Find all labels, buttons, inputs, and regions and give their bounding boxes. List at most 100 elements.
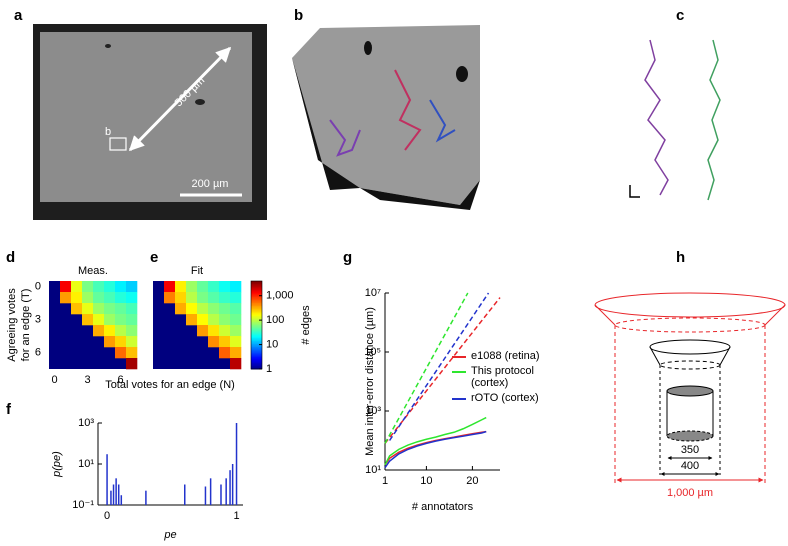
heatmap-cell bbox=[186, 314, 198, 326]
x-axis-label: # annotators bbox=[412, 501, 474, 513]
heatmap-cell bbox=[126, 358, 138, 370]
x-tick-label: 0 bbox=[51, 374, 57, 386]
heatmap-cell bbox=[230, 292, 242, 304]
heatmap-cell bbox=[104, 281, 116, 293]
colorbar-tick-label: 10 bbox=[266, 338, 278, 350]
x-tick-label: 6 bbox=[117, 374, 123, 386]
colorbar-step bbox=[251, 348, 262, 351]
heatmap-cell bbox=[175, 281, 187, 293]
heatmap-cell bbox=[93, 314, 105, 326]
colorbar-step bbox=[251, 332, 262, 335]
fit-line bbox=[388, 292, 490, 441]
colorbar-step bbox=[251, 282, 262, 285]
y-tick-label: 3 bbox=[35, 313, 41, 325]
heatmap-cell bbox=[175, 303, 187, 315]
y-tick-label: 10⁷ bbox=[365, 287, 381, 299]
heatmap-cell bbox=[93, 325, 105, 337]
x-tick-label: 0 bbox=[104, 510, 110, 522]
colorbar-step bbox=[251, 295, 262, 298]
legend-swatch bbox=[452, 371, 466, 373]
panel-label: g bbox=[343, 249, 352, 266]
y-tick-label: 10⁵ bbox=[364, 346, 381, 358]
colorbar-step bbox=[251, 319, 262, 322]
legend-item: This protocol (cortex) bbox=[452, 365, 552, 389]
y-tick-label: 10¹ bbox=[78, 458, 94, 470]
heatmap-cell bbox=[93, 281, 105, 293]
heatmap-cell bbox=[82, 281, 94, 293]
legend-label: e1088 (retina) bbox=[471, 350, 540, 362]
colorbar-step bbox=[251, 322, 262, 325]
dimension-label: 400 bbox=[681, 460, 699, 472]
legend-item: e1088 (retina) bbox=[452, 350, 552, 362]
heatmap-cell bbox=[60, 281, 72, 293]
heatmap-cell bbox=[93, 292, 105, 304]
y-axis-label: for an edge (T) bbox=[20, 289, 32, 362]
heatmap-cell bbox=[208, 314, 220, 326]
heatmap-cell bbox=[126, 314, 138, 326]
heatmap-cell bbox=[208, 292, 220, 304]
heatmap-cell bbox=[60, 292, 72, 304]
heatmap-cell bbox=[93, 303, 105, 315]
heatmap-cell bbox=[82, 292, 94, 304]
colorbar-step bbox=[251, 289, 262, 292]
heatmap-cell bbox=[115, 303, 127, 315]
colorbar-step bbox=[251, 307, 262, 310]
colorbar-tick-label: 100 bbox=[266, 314, 284, 326]
heatmap-cell bbox=[126, 336, 138, 348]
colorbar-step bbox=[251, 338, 262, 341]
x-tick-label: 1 bbox=[382, 475, 388, 487]
heatmap-cell bbox=[115, 314, 127, 326]
heatmap-cell bbox=[71, 292, 83, 304]
dimension-label: 1,000 µm bbox=[667, 487, 713, 499]
heatmap-cell bbox=[115, 281, 127, 293]
dimension-label: 350 bbox=[681, 444, 699, 456]
heatmap-cell bbox=[71, 303, 83, 315]
heatmap-cell bbox=[104, 292, 116, 304]
panel-label: f bbox=[6, 401, 12, 418]
colorbar-step bbox=[251, 320, 262, 323]
colorbar-frame bbox=[250, 280, 263, 370]
colorbar-step bbox=[251, 363, 262, 366]
heatmap-cell bbox=[197, 281, 209, 293]
inset-label: b bbox=[105, 126, 111, 138]
colorbar-step bbox=[251, 297, 262, 300]
heatmap-cell bbox=[186, 281, 198, 293]
heatmap-cell bbox=[115, 292, 127, 304]
colorbar-step bbox=[251, 342, 262, 345]
colorbar-step bbox=[251, 294, 262, 297]
y-axis-label: p(pe) bbox=[51, 451, 63, 478]
heatmap-cell bbox=[230, 281, 242, 293]
panel-label: e bbox=[150, 249, 158, 266]
heatmap-cell bbox=[230, 358, 242, 370]
legend-swatch bbox=[452, 398, 466, 400]
legend: e1088 (retina) This protocol (cortex) rOTO… bbox=[452, 350, 552, 407]
colorbar-step bbox=[251, 310, 262, 313]
x-axis-label: Total votes for an edge (N) bbox=[105, 379, 235, 391]
heatmap-cell bbox=[164, 281, 176, 293]
heatmap-cell bbox=[82, 314, 94, 326]
colorbar-step bbox=[251, 286, 262, 289]
colorbar-step bbox=[251, 304, 262, 307]
x-tick-label: 20 bbox=[466, 475, 478, 487]
colorbar-step bbox=[251, 305, 262, 308]
heatmap-cell bbox=[197, 325, 209, 337]
colorbar-step bbox=[251, 345, 262, 348]
heatmap-cell bbox=[126, 292, 138, 304]
colorbar-step bbox=[251, 333, 262, 336]
colorbar-step bbox=[251, 327, 262, 330]
heatmap-cell bbox=[219, 303, 231, 315]
heatmap-title: Meas. bbox=[78, 265, 108, 277]
colorbar-step bbox=[251, 323, 262, 326]
colorbar-step bbox=[251, 355, 262, 358]
y-tick-label: 10³ bbox=[365, 405, 381, 417]
colorbar-step bbox=[251, 349, 262, 352]
x-tick-label: 10 bbox=[420, 475, 432, 487]
heatmap-cell bbox=[208, 336, 220, 348]
colorbar-step bbox=[251, 292, 262, 295]
fit-line bbox=[384, 292, 469, 444]
colorbar-step bbox=[251, 352, 262, 355]
colorbar-step bbox=[251, 313, 262, 316]
heatmap-cell bbox=[230, 347, 242, 359]
heatmap-cell bbox=[186, 292, 198, 304]
